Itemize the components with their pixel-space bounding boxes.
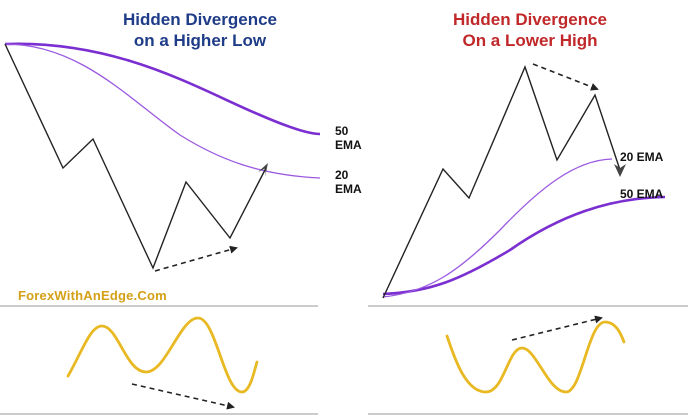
- left-price-line: [4, 43, 267, 270]
- right-price-arrowhead: [614, 164, 626, 177]
- brand-watermark: ForexWithAnEdge.Com: [18, 288, 167, 303]
- right-ema-50-line: [382, 195, 666, 296]
- left-price-arrowhead: [258, 163, 268, 177]
- left-price-chart: [4, 42, 321, 272]
- right-oscillator-divergence-arrow: [511, 315, 603, 341]
- left-price-divergence-arrow: [154, 245, 238, 272]
- right-oscillator: [445, 315, 626, 394]
- right-ema-50-label: 50 EMA: [620, 187, 664, 201]
- right-ema-20-label: 20 EMA: [620, 150, 664, 164]
- left-ema-50-line: [4, 42, 321, 136]
- left-oscillator: [66, 316, 259, 410]
- left-oscillator-divergence-arrow: [131, 383, 235, 410]
- left-panel-title: Hidden Divergence on a Higher Low: [123, 10, 277, 50]
- left-ema-50-label: 50 EMA: [335, 124, 362, 152]
- right-oscillator-line: [445, 320, 626, 394]
- right-panel-title: Hidden Divergence On a Lower High: [453, 10, 607, 50]
- right-price-divergence-arrow: [532, 63, 599, 91]
- right-price-chart: [382, 63, 666, 299]
- left-oscillator-line: [66, 316, 259, 394]
- right-ema-20-line: [382, 158, 613, 298]
- left-ema-20-label: 20 EMA: [335, 168, 362, 196]
- left-ema-20-line: [4, 43, 321, 179]
- right-price-line: [382, 65, 621, 299]
